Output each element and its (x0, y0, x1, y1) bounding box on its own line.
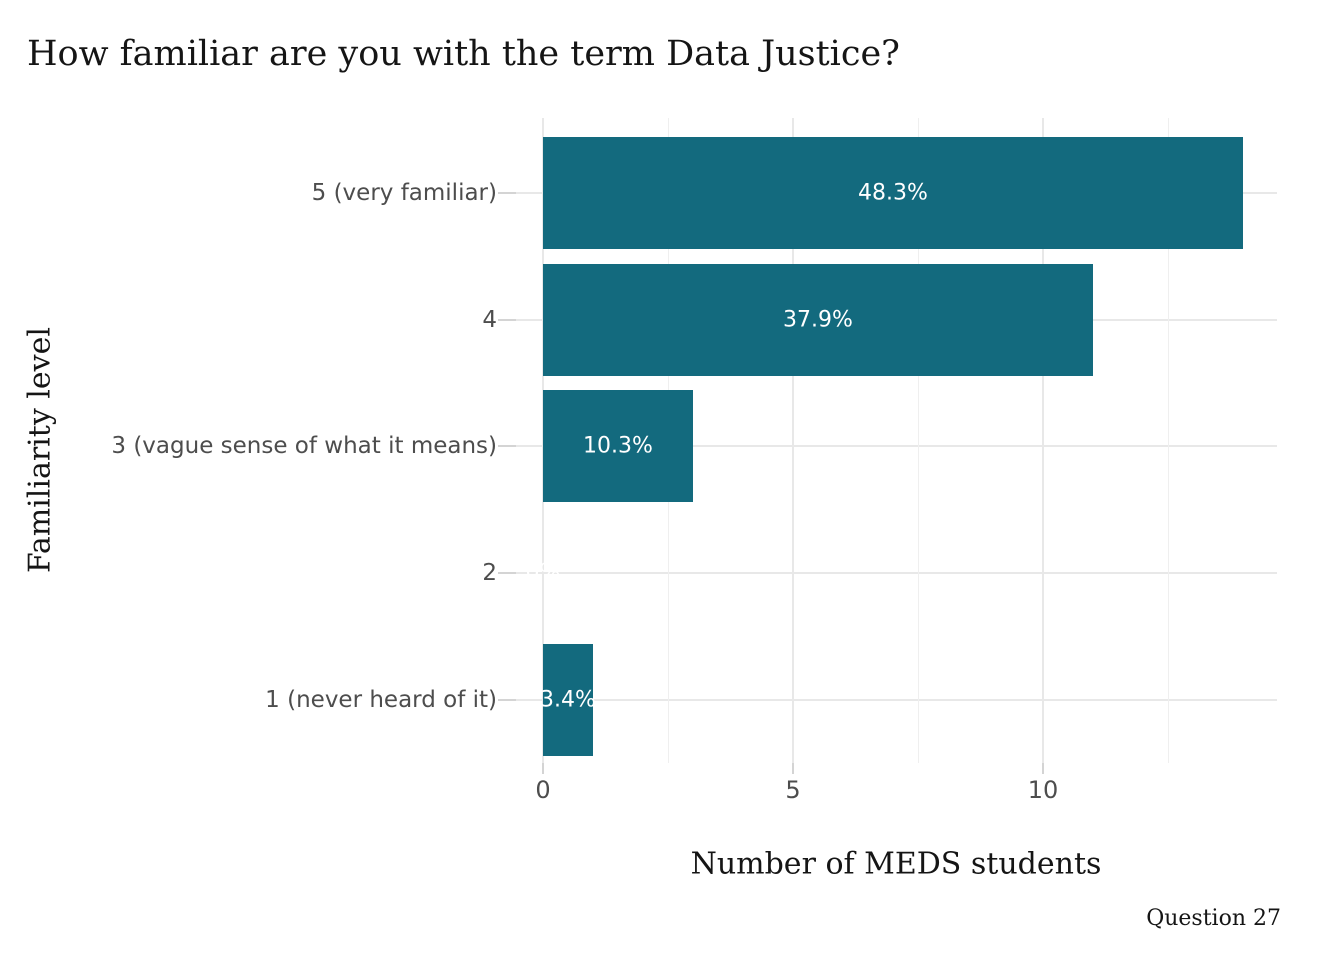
bar-percentage-label: 37.9% (783, 307, 853, 333)
plot-panel: 48.3% 37.9% 10.3% 0% 3.4% (516, 118, 1277, 763)
y-axis-tick-mark (498, 445, 516, 448)
gridline-y-major (516, 445, 1277, 448)
bar-1 (543, 643, 593, 756)
y-axis-tick-mark (498, 572, 516, 574)
bar-5 (543, 137, 1243, 249)
chart-caption: Question 27 (1146, 906, 1281, 931)
x-axis-title: Number of MEDS students (690, 846, 1102, 882)
bar-percentage-label: 0% (525, 560, 561, 586)
y-category-label: 2 (482, 560, 497, 586)
y-category-label: 5 (very familiar) (311, 180, 497, 206)
bar-percentage-label: 48.3% (858, 180, 928, 206)
bar-3 (543, 390, 693, 503)
y-category-label: 3 (vague sense of what it means) (111, 433, 497, 460)
x-axis-tick-label: 5 (785, 776, 801, 804)
gridline-x-major (1042, 118, 1044, 763)
y-axis-tick-mark (498, 192, 516, 194)
bar-4 (543, 263, 1093, 376)
gridline-x-major (792, 118, 794, 763)
y-category-label: 1 (never heard of it) (265, 686, 497, 713)
gridline-x-minor (918, 118, 919, 763)
x-axis-tick-label: 0 (535, 776, 551, 804)
y-axis-title: Familiarity level (22, 327, 58, 573)
y-axis-tick-mark (498, 698, 516, 701)
gridline-x-minor (1168, 118, 1169, 763)
y-axis-tick-mark (498, 318, 516, 321)
x-axis-tick-label: 10 (1027, 776, 1059, 804)
x-axis-tick-mark (542, 763, 544, 774)
chart-title: How familiar are you with the term Data … (27, 34, 900, 74)
bar-percentage-label: 10.3% (583, 433, 653, 459)
bar-percentage-label: 3.4% (540, 687, 596, 713)
y-category-label: 4 (482, 306, 497, 333)
x-axis-tick-mark (1042, 763, 1044, 774)
gridline-y-major (516, 572, 1277, 574)
gridline-y-major (516, 698, 1277, 701)
x-axis-tick-mark (792, 763, 794, 774)
